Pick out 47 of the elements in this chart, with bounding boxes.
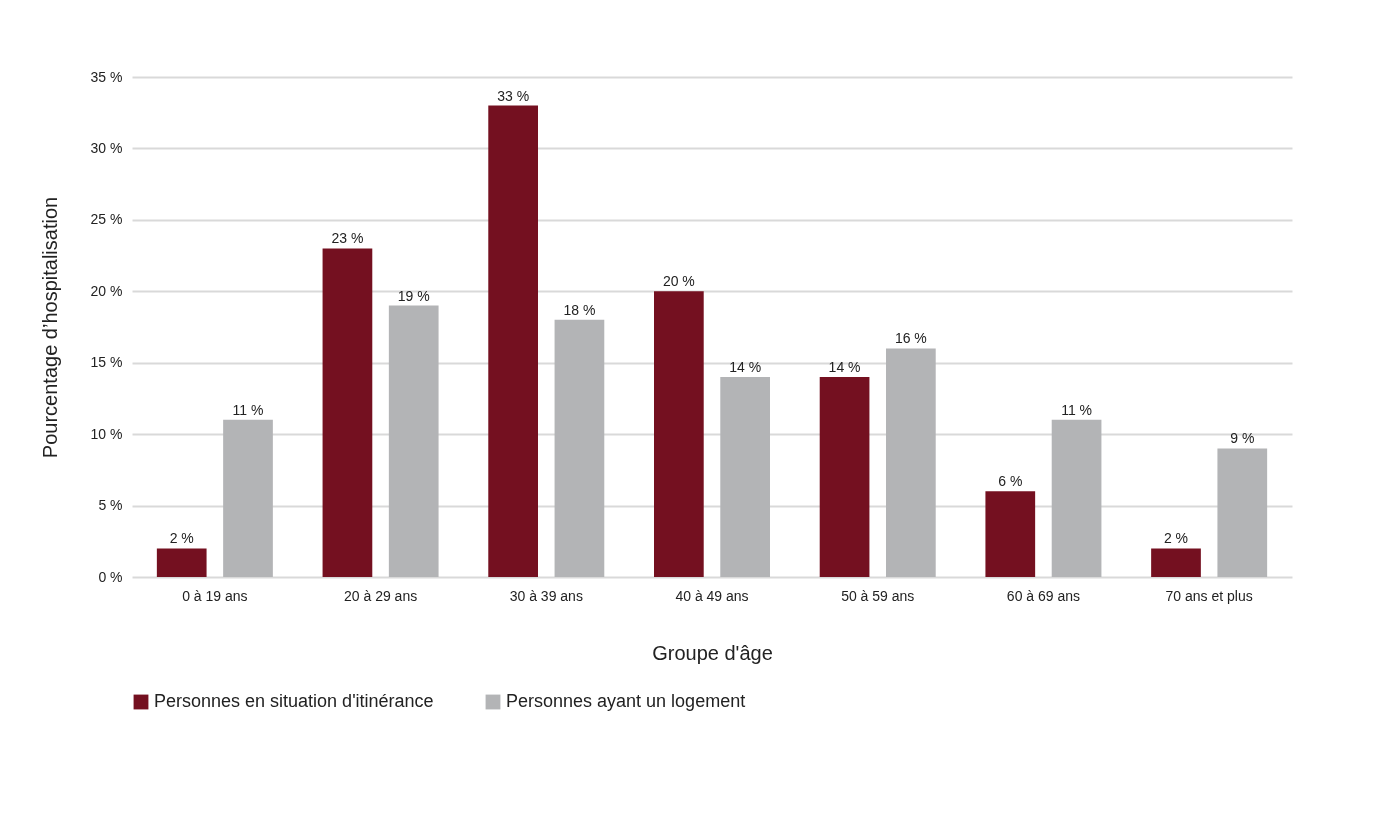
bar xyxy=(554,319,605,577)
bar xyxy=(819,377,870,577)
bar xyxy=(654,291,704,577)
data-label: 11 % xyxy=(1061,401,1093,418)
data-label: 2 % xyxy=(1163,530,1189,547)
y-tick-label: 20 % xyxy=(90,282,123,299)
x-axis-title: Groupe d'âge xyxy=(652,641,773,664)
data-label: 19 % xyxy=(397,287,430,304)
data-label: 33 % xyxy=(497,87,530,104)
data-label: 14 % xyxy=(729,359,762,375)
y-tick-label: 35 % xyxy=(90,68,123,85)
x-tick-label: 40 à 49 ans xyxy=(675,587,749,604)
legend-label: Personnes ayant un logement xyxy=(506,691,746,711)
data-label: 23 % xyxy=(331,230,364,247)
y-tick-label: 25 % xyxy=(90,211,123,228)
y-tick-label: 10 % xyxy=(90,425,123,442)
bar xyxy=(322,248,373,577)
data-label: 11 % xyxy=(232,401,264,418)
data-label: 9 % xyxy=(1230,430,1255,447)
data-label: 18 % xyxy=(563,301,596,318)
data-label: 14 % xyxy=(828,359,861,375)
x-tick-label: 30 à 39 ans xyxy=(509,587,583,604)
data-label: 16 % xyxy=(894,330,927,347)
data-label: 6 % xyxy=(998,473,1023,490)
x-tick-label: 60 à 69 ans xyxy=(1006,587,1081,604)
bar xyxy=(223,419,273,577)
bar xyxy=(985,491,1036,577)
x-tick-label: 70 ans et plus xyxy=(1165,587,1253,604)
bar xyxy=(886,348,936,577)
bar xyxy=(488,105,538,577)
y-axis-title: Pourcentage d’hospitalisation xyxy=(38,196,61,459)
bar xyxy=(156,548,207,577)
data-label: 20 % xyxy=(662,273,695,290)
bar xyxy=(1217,448,1268,577)
bar xyxy=(1151,548,1201,577)
bar xyxy=(720,377,770,577)
x-tick-label: 50 à 59 ans xyxy=(841,587,915,604)
x-tick-label: 0 à 19 ans xyxy=(182,587,248,604)
x-tick-label: 20 à 29 ans xyxy=(343,587,418,604)
data-label: 2 % xyxy=(169,530,194,547)
y-tick-label: 0 % xyxy=(98,568,123,585)
y-tick-label: 30 % xyxy=(90,139,123,156)
y-tick-label: 15 % xyxy=(90,354,123,371)
bar xyxy=(1051,419,1102,577)
legend-label: Personnes en situation d'itinérance xyxy=(154,691,434,711)
y-tick-label: 5 % xyxy=(98,497,123,514)
bar xyxy=(388,305,439,577)
